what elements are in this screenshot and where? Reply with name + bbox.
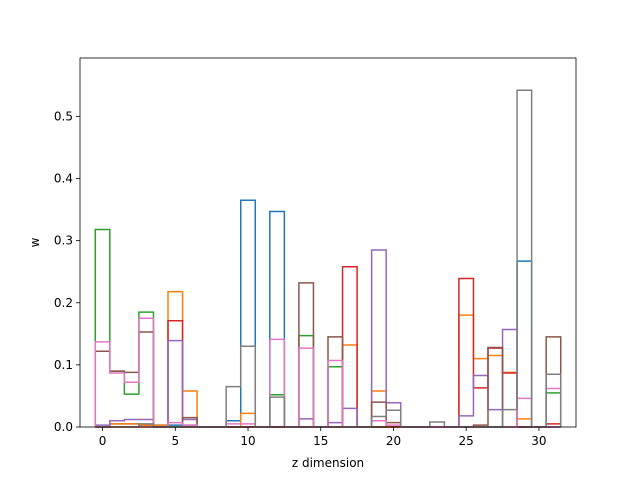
x-tick-label: 20 [386,434,401,448]
x-axis-label: z dimension [292,456,364,470]
y-tick-label: 0.3 [54,234,73,248]
y-tick-label: 0.1 [54,358,73,372]
x-tick-label: 0 [99,434,107,448]
x-tick-label: 15 [313,434,328,448]
x-axis: 0 5 10 15 20 25 30 [99,427,547,448]
y-axis: 0.0 0.1 0.2 0.3 0.4 0.5 [54,109,80,434]
x-tick-label: 5 [171,434,179,448]
x-tick-label: 30 [531,434,546,448]
plot-frame [79,57,577,428]
y-tick-label: 0.0 [54,420,73,434]
x-tick-label: 10 [240,434,255,448]
x-tick-label: 25 [459,434,474,448]
y-tick-label: 0.5 [54,109,73,123]
y-tick-label: 0.2 [54,296,73,310]
y-tick-label: 0.4 [54,172,73,186]
y-axis-label: w [28,237,42,247]
